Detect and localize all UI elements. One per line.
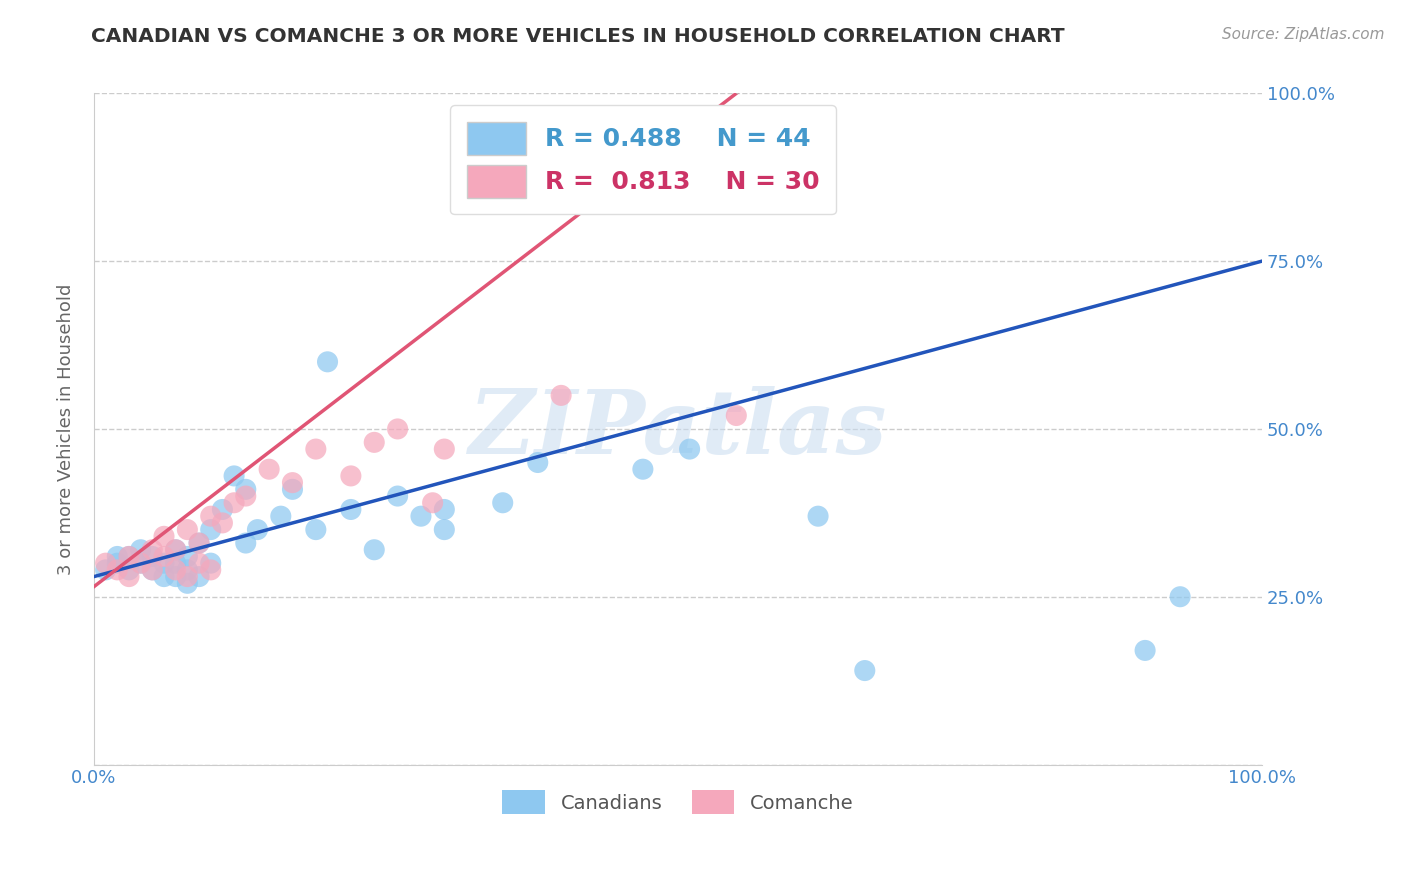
- Point: [118, 549, 141, 564]
- Point: [129, 556, 152, 570]
- Point: [281, 475, 304, 490]
- Point: [433, 442, 456, 456]
- Point: [165, 569, 187, 583]
- Point: [153, 549, 176, 564]
- Point: [200, 563, 222, 577]
- Point: [105, 556, 128, 570]
- Point: [246, 523, 269, 537]
- Point: [141, 549, 163, 564]
- Point: [105, 549, 128, 564]
- Point: [153, 529, 176, 543]
- Point: [129, 542, 152, 557]
- Point: [176, 576, 198, 591]
- Point: [678, 442, 700, 456]
- Point: [1133, 643, 1156, 657]
- Point: [281, 483, 304, 497]
- Point: [188, 569, 211, 583]
- Text: Source: ZipAtlas.com: Source: ZipAtlas.com: [1222, 27, 1385, 42]
- Point: [305, 442, 328, 456]
- Point: [165, 563, 187, 577]
- Point: [129, 556, 152, 570]
- Point: [725, 409, 748, 423]
- Point: [492, 496, 515, 510]
- Point: [153, 556, 176, 570]
- Point: [165, 556, 187, 570]
- Point: [105, 563, 128, 577]
- Point: [176, 569, 198, 583]
- Point: [141, 563, 163, 577]
- Point: [165, 542, 187, 557]
- Point: [340, 502, 363, 516]
- Point: [550, 388, 572, 402]
- Point: [176, 523, 198, 537]
- Point: [153, 569, 176, 583]
- Point: [853, 664, 876, 678]
- Point: [433, 502, 456, 516]
- Point: [211, 516, 233, 530]
- Point: [200, 509, 222, 524]
- Point: [165, 542, 187, 557]
- Point: [807, 509, 830, 524]
- Point: [387, 422, 409, 436]
- Text: ZIPatlas: ZIPatlas: [470, 385, 887, 472]
- Point: [409, 509, 432, 524]
- Point: [211, 502, 233, 516]
- Point: [200, 556, 222, 570]
- Text: CANADIAN VS COMANCHE 3 OR MORE VEHICLES IN HOUSEHOLD CORRELATION CHART: CANADIAN VS COMANCHE 3 OR MORE VEHICLES …: [91, 27, 1064, 45]
- Legend: Canadians, Comanche: Canadians, Comanche: [495, 782, 862, 822]
- Point: [94, 563, 117, 577]
- Point: [316, 355, 339, 369]
- Point: [235, 483, 257, 497]
- Point: [141, 542, 163, 557]
- Point: [118, 549, 141, 564]
- Point: [176, 563, 198, 577]
- Point: [1168, 590, 1191, 604]
- Point: [422, 496, 444, 510]
- Point: [340, 469, 363, 483]
- Point: [526, 455, 548, 469]
- Point: [257, 462, 280, 476]
- Point: [305, 523, 328, 537]
- Point: [363, 542, 385, 557]
- Point: [94, 556, 117, 570]
- Point: [270, 509, 292, 524]
- Point: [235, 536, 257, 550]
- Point: [188, 536, 211, 550]
- Point: [118, 569, 141, 583]
- Point: [188, 536, 211, 550]
- Point: [222, 496, 245, 510]
- Point: [631, 462, 654, 476]
- Point: [387, 489, 409, 503]
- Y-axis label: 3 or more Vehicles in Household: 3 or more Vehicles in Household: [58, 284, 75, 574]
- Point: [141, 563, 163, 577]
- Point: [188, 556, 211, 570]
- Point: [433, 523, 456, 537]
- Point: [118, 563, 141, 577]
- Point: [235, 489, 257, 503]
- Point: [363, 435, 385, 450]
- Point: [176, 549, 198, 564]
- Point: [222, 469, 245, 483]
- Point: [200, 523, 222, 537]
